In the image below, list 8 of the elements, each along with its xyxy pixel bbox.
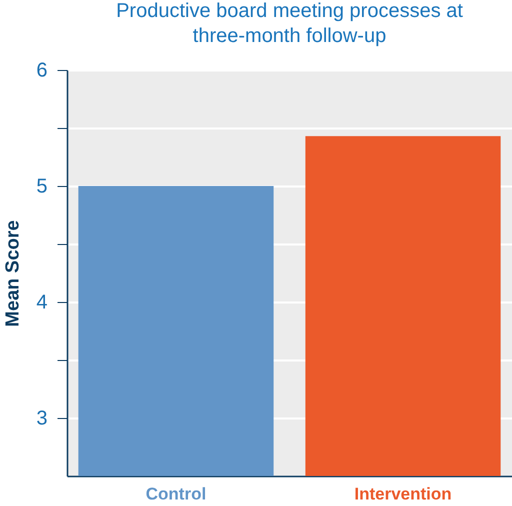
x-tick-label: Intervention bbox=[354, 484, 452, 504]
y-tick-label: 4 bbox=[36, 292, 48, 314]
y-tick-label: 5 bbox=[36, 176, 48, 198]
x-tick-label: Control bbox=[146, 484, 206, 504]
y-tick-label: 3 bbox=[36, 408, 48, 430]
chart-title: Productive board meeting processes at three-month follow-up bbox=[116, 0, 464, 47]
y-axis-title: Mean Score bbox=[2, 220, 24, 327]
y-tick-label: 6 bbox=[36, 60, 48, 82]
